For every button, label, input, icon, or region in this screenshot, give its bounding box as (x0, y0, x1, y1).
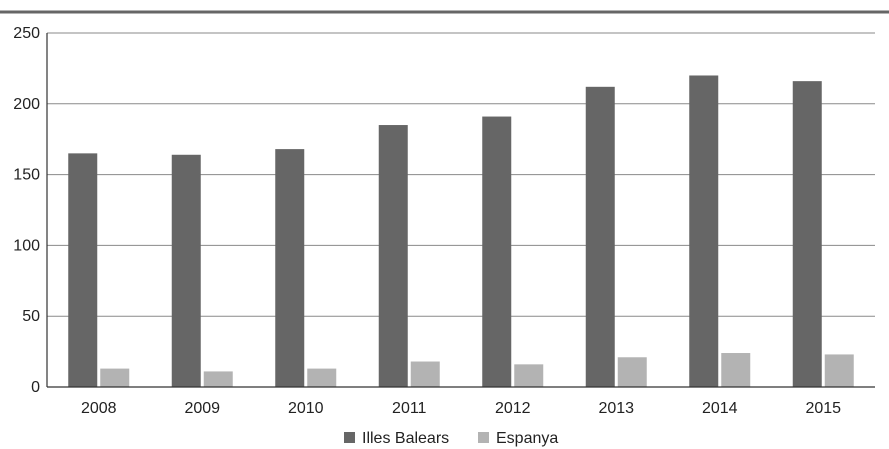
bar-illes-balears-2010 (275, 149, 305, 387)
bar-espanya-2009 (203, 371, 233, 387)
x-tick-label: 2012 (495, 400, 531, 417)
bar-illes-balears-2009 (171, 154, 201, 387)
x-tick-label: 2015 (805, 400, 841, 417)
legend-swatch (478, 432, 489, 443)
bar-espanya-2011 (410, 361, 440, 387)
bars (68, 75, 854, 388)
bar-espanya-2008 (100, 368, 130, 387)
bar-illes-balears-2012 (482, 116, 512, 387)
x-tick-label: 2011 (392, 400, 427, 417)
x-tick-label: 2014 (702, 400, 738, 417)
legend-swatch (344, 432, 355, 443)
bar-illes-balears-2011 (378, 125, 408, 387)
y-tick-label: 250 (13, 25, 40, 42)
y-tick-label: 150 (13, 167, 40, 184)
x-axis: 2008 2009 2010 2011 2012 2013 2014 2015 (47, 386, 875, 417)
y-tick-label: 200 (13, 96, 40, 113)
bar-espanya-2010 (307, 368, 337, 387)
bar-espanya-2014 (721, 353, 751, 387)
y-axis: 0 50 100 150 200 250 (13, 25, 48, 396)
x-tick-label: 2010 (288, 400, 324, 417)
bar-espanya-2015 (824, 354, 854, 387)
legend: Illes Balears Espanya (344, 430, 558, 447)
y-tick-label: 100 (13, 237, 40, 254)
bar-espanya-2013 (617, 357, 647, 387)
x-tick-label: 2013 (598, 400, 634, 417)
y-tick-label: 0 (31, 379, 40, 396)
x-tick-label: 2008 (81, 400, 117, 417)
bar-espanya-2012 (514, 364, 544, 387)
y-tick-label: 50 (22, 308, 40, 325)
bar-illes-balears-2015 (792, 81, 822, 388)
legend-label: Illes Balears (362, 430, 449, 447)
x-tick-label: 2009 (184, 400, 220, 417)
bar-illes-balears-2013 (585, 86, 615, 388)
bar-illes-balears-2014 (689, 75, 719, 387)
legend-label: Espanya (496, 430, 558, 447)
bar-illes-balears-2008 (68, 153, 98, 387)
gridlines (47, 32, 875, 317)
